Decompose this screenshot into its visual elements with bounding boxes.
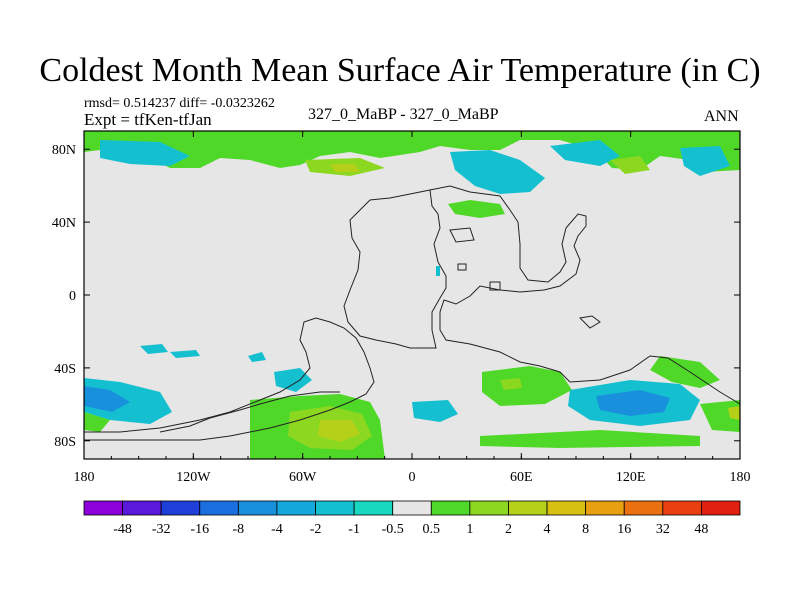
anomaly-north-yellow-c: [610, 156, 650, 174]
anomaly-south-green-small: [500, 378, 522, 390]
season-label: ANN: [704, 108, 739, 125]
colorbar-label: -2: [310, 522, 322, 537]
x-tick-label: 60E: [510, 470, 533, 485]
colorbar-swatch: [199, 500, 239, 516]
coastline-island-c: [578, 315, 601, 329]
x-tick-label: 120E: [616, 470, 646, 485]
coastline-pangea: [429, 185, 740, 405]
colorbar-swatch: [430, 500, 471, 516]
coastline-inner-ridge: [159, 391, 340, 433]
coastline-island-a: [449, 227, 475, 243]
anomaly-north-cyan-c: [550, 140, 620, 166]
coastline-island-b: [489, 281, 501, 291]
anomaly-north-yellow-b: [330, 164, 360, 172]
continent-outlines: [84, 185, 740, 441]
colorbar-swatch: [585, 500, 625, 516]
colorbar-swatch: [122, 500, 162, 516]
colorbar-swatch: [315, 500, 355, 516]
colorbar-label: 8: [582, 522, 589, 537]
colorbar-label: -4: [271, 522, 283, 537]
colorbar-label: 0.5: [423, 522, 441, 537]
colorbar-label: 32: [656, 522, 670, 537]
colorbar-label: -8: [233, 522, 245, 537]
experiment-label: Expt = tfKen-tfJan: [84, 110, 212, 129]
figure-title: Coldest Month Mean Surface Air Temperatu…: [39, 52, 761, 89]
colorbar-swatch: [83, 500, 123, 516]
colorbar-swatch: [701, 500, 741, 516]
anomaly-north-band-green: [84, 131, 740, 172]
anomaly-south-cyan-small-a: [140, 344, 168, 354]
coastline-southern-gondwana: [84, 317, 375, 441]
colorbar-swatch: [546, 500, 587, 516]
anomaly-south-green-atlantic: [482, 366, 572, 406]
anomaly-antarctic-yellow-core: [318, 420, 360, 442]
anomaly-north-cyan-d: [680, 146, 730, 176]
x-tick-label: 180: [74, 470, 95, 485]
anomaly-north-cyan-b: [100, 140, 190, 166]
colorbar-label: -32: [152, 522, 171, 537]
y-tick-label: 80S: [54, 435, 76, 450]
case-label: 327_0_MaBP - 327_0_MaBP: [308, 106, 499, 123]
colorbar-label: 48: [694, 522, 708, 537]
colorbar-swatch: [623, 500, 664, 516]
x-tick-label: 0: [409, 470, 416, 485]
colorbar: -48 -32 -16 -8 -4 -2 -1 -0.5 0.5 1 2 4 8 16 32 48: [83, 500, 741, 537]
colorbar-label: 4: [544, 522, 551, 537]
x-tick-label: 120W: [176, 470, 211, 485]
anomaly-south-cyan-patagonia: [274, 368, 312, 392]
coastline-west-gondwana: [343, 189, 447, 349]
anomaly-midlat-green-a: [448, 200, 505, 218]
anomaly-south-blue-west: [84, 386, 130, 412]
anomaly-fields: [84, 131, 740, 459]
anomaly-tropics-cyan: [436, 266, 440, 276]
colorbar-swatch: [662, 500, 702, 516]
colorbar-swatch: [276, 500, 316, 516]
anomaly-south-cyan-indian: [412, 400, 458, 422]
colorbar-swatch: [469, 500, 509, 516]
x-tick-label: 60W: [289, 470, 317, 485]
anomaly-south-cyan-small-c: [248, 352, 266, 362]
colorbar-label: 16: [617, 522, 631, 537]
x-tick-label: 180: [730, 470, 751, 485]
anomaly-north-cyan-a: [450, 150, 545, 194]
colorbar-label: -48: [113, 522, 132, 537]
y-axis: 80N 40N 0 40S 80S: [52, 143, 740, 450]
y-tick-label: 40N: [52, 216, 76, 231]
anomaly-south-yellow-east: [728, 406, 740, 420]
colorbar-label: -0.5: [382, 522, 404, 537]
colorbar-swatch: [508, 500, 548, 516]
anomaly-south-blue-australia: [596, 390, 670, 416]
colorbar-swatch: [237, 500, 278, 516]
y-tick-label: 80N: [52, 143, 76, 158]
y-tick-label: 0: [69, 289, 76, 304]
anomaly-south-green-strip: [480, 430, 700, 448]
colorbar-label: -1: [348, 522, 360, 537]
stats-label: rmsd= 0.514237 diff= -0.0323262: [84, 96, 275, 111]
anomaly-south-green-west: [84, 412, 110, 432]
colorbar-swatch: [160, 500, 201, 516]
coastline-island-d: [457, 263, 467, 271]
anomaly-south-cyan-small-b: [170, 350, 200, 358]
colorbar-swatch: [392, 500, 432, 516]
colorbar-label: 1: [466, 522, 473, 537]
x-axis: 180 120W 60W 0 60E 120E 180: [74, 131, 751, 485]
y-tick-label: 40S: [54, 362, 76, 377]
colorbar-swatch: [353, 500, 394, 516]
colorbar-label: 2: [505, 522, 512, 537]
colorbar-label: -16: [190, 522, 209, 537]
